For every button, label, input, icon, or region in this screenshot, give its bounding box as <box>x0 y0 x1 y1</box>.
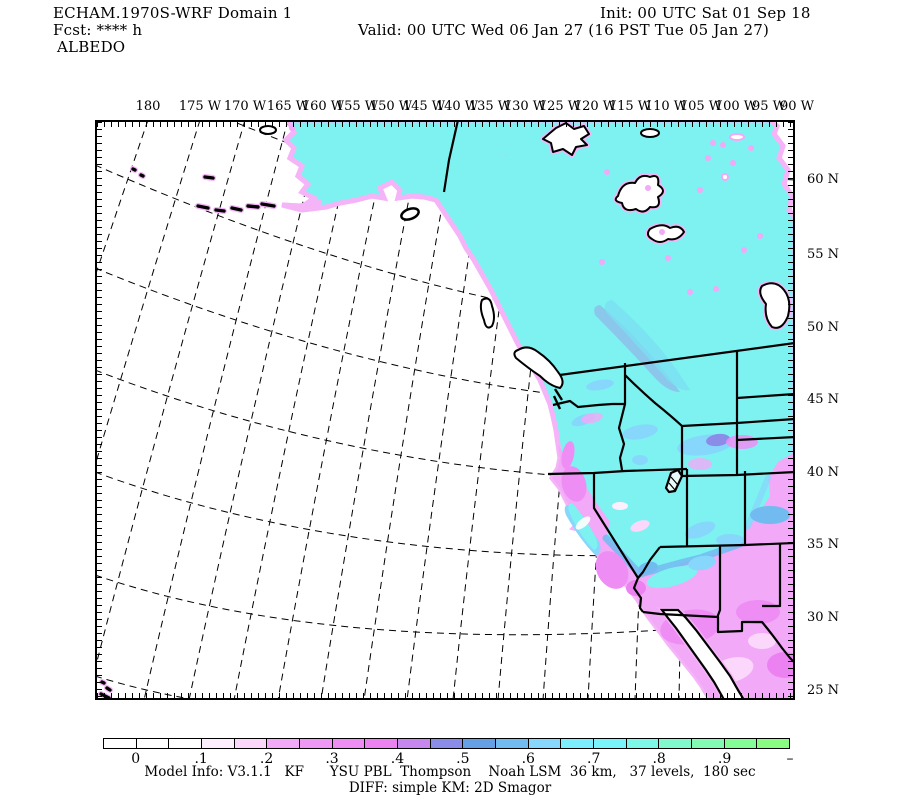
colorbar-cell <box>397 739 430 748</box>
longitude-label: 105 W <box>679 99 723 114</box>
longitude-label: 90 W <box>779 99 815 114</box>
gulf-of-california <box>657 607 746 698</box>
lakes-and-islands <box>98 122 792 698</box>
colorbar-cell <box>299 739 332 748</box>
left-ticks <box>97 122 102 698</box>
albedo-patches <box>561 300 793 683</box>
latitude-label: 50 N <box>807 320 840 335</box>
longitude-label: 160 W <box>301 99 345 114</box>
colorbar-cell <box>495 739 528 748</box>
latitude-label: 55 N <box>807 247 840 262</box>
colorbar-cell <box>201 739 234 748</box>
colorbar-tick-label: .8 <box>652 751 666 767</box>
colorbar-cell <box>560 739 594 748</box>
latitude-label: 25 N <box>807 683 840 698</box>
latitude-label: 40 N <box>807 465 840 480</box>
top-ticks <box>97 122 793 127</box>
map-frame <box>95 120 795 700</box>
longitude-label: 145 W <box>402 99 446 114</box>
longitude-label: 125 W <box>538 99 582 114</box>
longitude-label: 110 W <box>644 99 688 114</box>
colorbar-tick-label: 0 <box>131 751 141 767</box>
longitude-label: 135 W <box>468 99 512 114</box>
longitude-label: 180 <box>135 99 161 114</box>
colorbar-cell <box>593 739 626 748</box>
colorbar-tick-label: .7 <box>587 751 601 767</box>
colorbar-tick-label: .1 <box>194 751 208 767</box>
bottom-ticks <box>97 693 793 698</box>
colorbar-cell <box>266 739 300 748</box>
colorbar-tick-label: .3 <box>325 751 339 767</box>
albedo-map <box>97 122 793 698</box>
longitude-axis: 180 175 W 170 W 165 W 160 W 155 W 150 W 145 W 14… <box>95 99 814 115</box>
colorbar-cell <box>135 739 169 748</box>
colorbar-cell <box>691 739 724 748</box>
model-info-line: Model Info: V3.1.1 KF YSU PBL Thompson N… <box>144 764 756 780</box>
colorbar-cell <box>331 739 365 748</box>
colorbar-tick-label: .6 <box>521 751 535 767</box>
colorbar-cell <box>104 739 136 748</box>
latitude-label: 60 N <box>807 172 840 187</box>
colorbar-cell <box>462 739 496 748</box>
longitude-label: 130 W <box>503 99 547 114</box>
longitude-label: 115 W <box>608 99 652 114</box>
colorbar-cell <box>364 739 398 748</box>
longitude-label: 175 W <box>178 99 222 114</box>
longitude-label: 165 W <box>266 99 310 114</box>
colorbar-cell <box>233 739 267 748</box>
latitude-label: 35 N <box>807 537 840 552</box>
colorbar-cell <box>658 739 692 748</box>
longitude-label: 170 W <box>223 99 267 114</box>
longitude-label: 100 W <box>714 99 758 114</box>
colorbar-cell <box>756 739 790 748</box>
colorbar-tick-label: .5 <box>456 751 470 767</box>
model-title: ECHAM.1970S-WRF Domain 1 <box>53 4 293 22</box>
diffusion-info-line: DIFF: simple KM: 2D Smagor <box>348 780 552 796</box>
colorbar-cell <box>527 739 561 748</box>
latitude-label: 45 N <box>807 392 840 407</box>
colorbar-tick-label: .9 <box>717 751 732 767</box>
colorbar-cell <box>429 739 463 748</box>
colorbar-tick-label: – <box>786 751 794 767</box>
valid-time: Valid: 00 UTC Wed 06 Jan 27 (16 PST Tue … <box>358 21 770 39</box>
colorbar-tick-label: .4 <box>390 751 405 767</box>
right-ticks <box>788 122 793 698</box>
longitude-label: 155 W <box>335 99 379 114</box>
albedo-colorbar <box>103 738 790 749</box>
longitude-label: 120 W <box>573 99 617 114</box>
latitude-label: 30 N <box>807 610 840 625</box>
longitude-label: 150 W <box>369 99 413 114</box>
init-time: Init: 00 UTC Sat 01 Sep 18 <box>600 4 811 22</box>
state-borders <box>442 122 793 663</box>
longitude-label: 95 W <box>751 99 787 114</box>
colorbar-cell <box>168 739 202 748</box>
colorbar-cell <box>625 739 659 748</box>
small-lakes <box>599 140 763 295</box>
colorbar-cell <box>723 739 757 748</box>
colorbar-tick-label: .2 <box>259 751 274 767</box>
colorbar-labels: 0 .1 .2 .3 .4 .5 .6 .7 .8 .9 – <box>103 751 793 767</box>
variable-name: ALBEDO <box>57 38 126 56</box>
forecast-hour: Fcst: **** h <box>53 21 143 39</box>
longitude-label: 140 W <box>435 99 479 114</box>
